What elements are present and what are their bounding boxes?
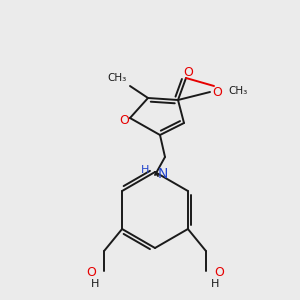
Text: O: O	[212, 85, 222, 98]
Text: CH₃: CH₃	[108, 73, 127, 83]
Text: N: N	[158, 167, 168, 181]
Text: O: O	[86, 266, 96, 280]
Text: CH₃: CH₃	[228, 86, 247, 96]
Text: O: O	[119, 113, 129, 127]
Text: O: O	[183, 65, 193, 79]
Text: H: H	[141, 165, 149, 175]
Text: O: O	[214, 266, 224, 280]
Text: H: H	[211, 279, 219, 289]
Text: H: H	[91, 279, 99, 289]
